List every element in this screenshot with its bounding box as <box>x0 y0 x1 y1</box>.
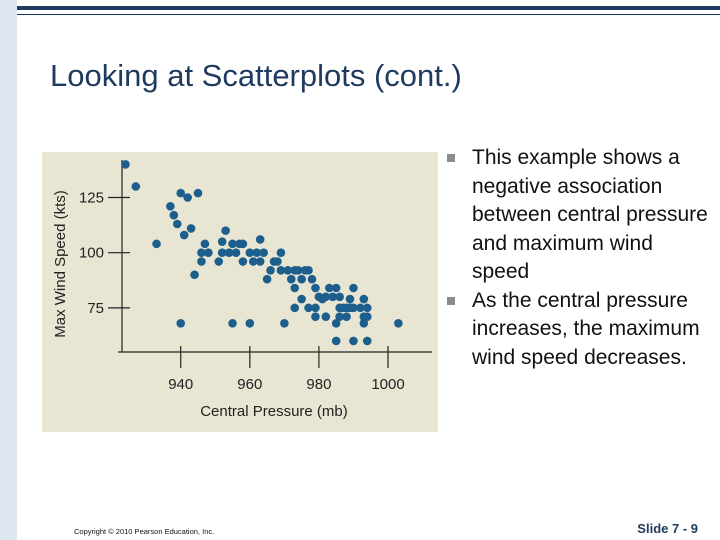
data-point <box>245 319 255 328</box>
data-point <box>359 294 369 304</box>
data-point <box>200 239 210 249</box>
left-accent-band <box>0 0 17 540</box>
data-point <box>214 257 224 266</box>
data-point <box>238 239 248 249</box>
data-point <box>193 188 203 198</box>
data-point <box>349 303 358 313</box>
y-tick-label: 75 <box>87 300 104 317</box>
data-point <box>331 319 341 328</box>
data-point <box>297 274 306 284</box>
data-point <box>331 336 341 346</box>
square-bullet-icon <box>447 154 455 162</box>
data-point <box>121 160 130 169</box>
x-axis-label: Central Pressure (mb) <box>200 403 348 420</box>
y-axis-label: Max Wind Speed (kts) <box>52 190 69 338</box>
data-point <box>331 283 341 293</box>
data-point <box>131 182 141 191</box>
data-point <box>280 319 289 328</box>
top-rule-thin <box>17 14 720 15</box>
data-point <box>224 248 234 257</box>
data-point <box>324 283 334 293</box>
data-point <box>217 248 227 257</box>
data-point <box>255 235 265 244</box>
data-point <box>349 336 358 346</box>
y-tick-label: 125 <box>79 190 104 207</box>
data-point <box>262 274 272 284</box>
data-point <box>359 319 369 328</box>
data-point <box>248 257 258 266</box>
data-point <box>221 226 230 235</box>
slide-title: Looking at Scatterplots (cont.) <box>50 58 462 93</box>
data-point <box>311 283 320 293</box>
data-point <box>362 312 372 321</box>
data-point <box>245 248 255 257</box>
x-tick-label: 1000 <box>371 376 404 393</box>
data-point <box>238 257 248 266</box>
data-point <box>197 257 206 266</box>
data-point <box>190 270 199 280</box>
scatterplot-svg: 75 100 125 940 960 980 1000 Central Pressure (m… <box>52 160 432 420</box>
data-point <box>176 319 186 328</box>
data-point <box>172 219 182 229</box>
data-point <box>179 230 189 240</box>
data-point <box>290 303 300 313</box>
data-point <box>228 239 237 249</box>
data-point <box>335 292 344 302</box>
x-tick-label: 940 <box>168 376 193 393</box>
square-bullet-icon <box>447 296 455 305</box>
data-point <box>362 303 372 313</box>
data-point <box>276 248 286 257</box>
data-point <box>349 283 358 293</box>
data-point <box>276 266 286 275</box>
data-point <box>328 292 338 302</box>
data-point <box>183 193 192 202</box>
data-point <box>204 248 213 257</box>
data-point <box>255 257 265 266</box>
data-point <box>266 266 275 275</box>
data-point <box>217 237 227 246</box>
top-rule-thick <box>17 6 720 10</box>
data-point <box>152 239 161 249</box>
data-point <box>304 266 313 275</box>
data-point <box>321 312 331 321</box>
data-point <box>345 294 355 304</box>
data-point <box>273 257 282 266</box>
data-point <box>197 248 206 257</box>
data-point <box>297 294 306 304</box>
data-point <box>283 266 293 275</box>
data-point <box>362 336 372 346</box>
bullet-list: This example shows a negative associatio… <box>444 144 714 372</box>
scatterplot-chart: 75 100 125 940 960 980 1000 Central Pressure (m… <box>42 152 438 432</box>
data-point <box>356 303 365 313</box>
data-point <box>186 224 196 233</box>
data-point <box>335 312 344 321</box>
slide-number: Slide 7 - 9 <box>637 521 698 536</box>
bullet-item-2: As the central pressure increases, the m… <box>444 287 714 373</box>
data-point <box>228 319 237 328</box>
data-point <box>394 319 403 328</box>
data-point <box>259 248 268 257</box>
data-point <box>252 248 262 257</box>
data-point <box>169 210 179 220</box>
bullet-text-1: This example shows a negative associatio… <box>472 146 708 283</box>
x-tick-label: 960 <box>237 376 262 393</box>
data-point <box>307 274 317 284</box>
x-tick-label: 980 <box>306 376 331 393</box>
data-point <box>166 202 175 211</box>
data-point <box>231 248 241 257</box>
data-point <box>293 266 303 275</box>
bullet-item-1: This example shows a negative associatio… <box>444 144 714 287</box>
y-tick-label: 100 <box>79 245 104 262</box>
data-point <box>176 188 186 198</box>
data-point <box>311 303 320 313</box>
data-point <box>286 274 296 284</box>
data-point <box>290 283 300 293</box>
data-point <box>321 292 331 302</box>
data-point <box>304 303 313 313</box>
data-point <box>311 312 320 321</box>
bullet-text-2: As the central pressure increases, the m… <box>472 288 700 369</box>
copyright-notice: Copyright © 2010 Pearson Education, Inc. <box>74 527 215 536</box>
data-point <box>342 312 351 321</box>
